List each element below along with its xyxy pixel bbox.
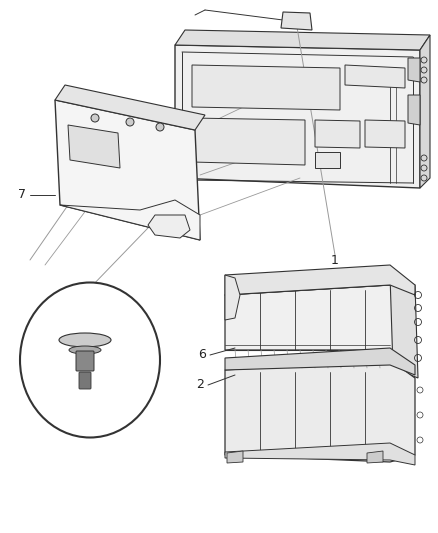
Polygon shape (175, 45, 420, 188)
Polygon shape (225, 443, 415, 465)
Polygon shape (315, 152, 340, 168)
Circle shape (91, 114, 99, 122)
Text: 9: 9 (112, 347, 118, 357)
Polygon shape (408, 95, 420, 125)
FancyBboxPatch shape (76, 351, 94, 371)
Text: 8: 8 (48, 403, 56, 416)
Polygon shape (225, 275, 240, 320)
Text: 2: 2 (196, 378, 204, 392)
Polygon shape (225, 285, 415, 350)
Polygon shape (390, 275, 418, 378)
Ellipse shape (59, 333, 111, 347)
Polygon shape (192, 65, 340, 110)
Polygon shape (227, 451, 243, 463)
Polygon shape (281, 12, 312, 30)
Polygon shape (175, 30, 430, 50)
Polygon shape (315, 120, 360, 148)
Polygon shape (345, 65, 405, 88)
Polygon shape (365, 120, 405, 148)
Polygon shape (192, 118, 305, 165)
Polygon shape (55, 85, 205, 130)
Polygon shape (225, 360, 415, 462)
Polygon shape (148, 215, 190, 238)
Text: 7: 7 (18, 189, 26, 201)
Text: 10: 10 (109, 325, 122, 335)
Polygon shape (68, 125, 120, 168)
Ellipse shape (69, 346, 101, 354)
Polygon shape (420, 35, 430, 188)
Circle shape (126, 118, 134, 126)
Circle shape (156, 123, 164, 131)
Ellipse shape (20, 282, 160, 438)
Polygon shape (55, 100, 200, 240)
Text: 6: 6 (198, 349, 206, 361)
Polygon shape (225, 265, 415, 295)
Polygon shape (408, 58, 420, 82)
Text: 1: 1 (331, 254, 339, 266)
Polygon shape (60, 200, 200, 240)
Polygon shape (225, 348, 415, 375)
Polygon shape (367, 451, 383, 463)
FancyBboxPatch shape (79, 372, 91, 389)
